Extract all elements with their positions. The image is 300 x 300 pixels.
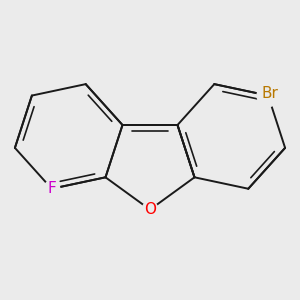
Circle shape <box>142 202 158 218</box>
Circle shape <box>44 181 60 197</box>
Text: F: F <box>47 181 56 196</box>
Text: Br: Br <box>262 86 278 101</box>
Circle shape <box>257 85 279 106</box>
Text: O: O <box>144 202 156 217</box>
